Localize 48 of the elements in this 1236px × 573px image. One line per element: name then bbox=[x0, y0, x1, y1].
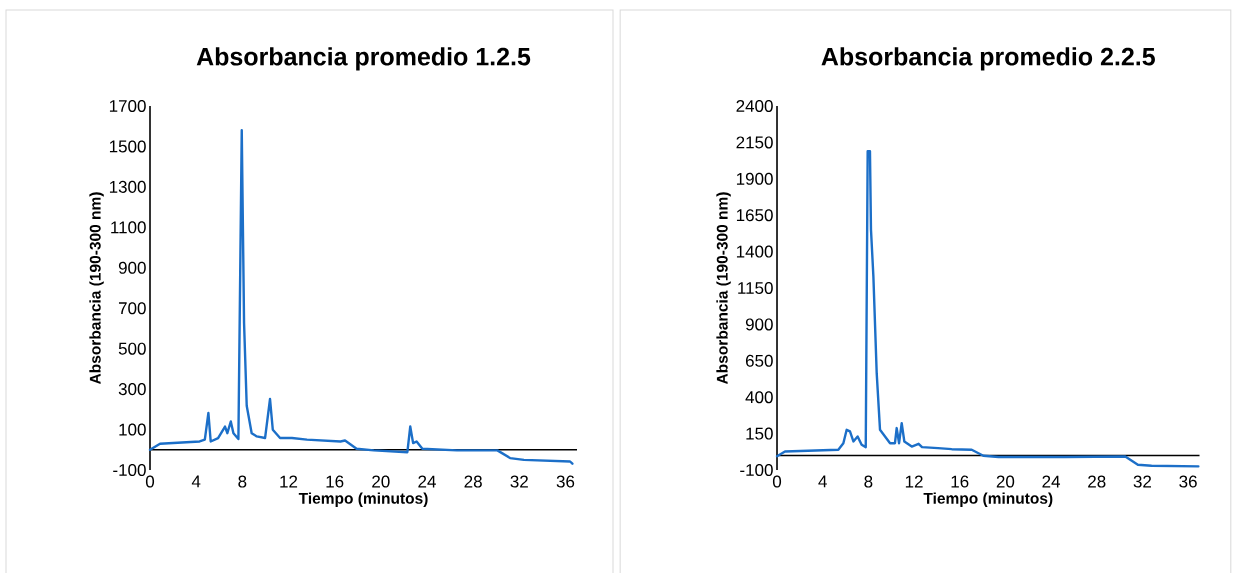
x-tick-label: 16 bbox=[951, 475, 969, 488]
y-tick-label: 650 bbox=[745, 354, 773, 367]
y-tick-label: 1150 bbox=[738, 281, 773, 295]
y-tick-label: 400 bbox=[745, 391, 773, 404]
y-tick-label: 300 bbox=[118, 383, 146, 396]
x-tick-label: 0 bbox=[145, 475, 155, 488]
line-series bbox=[148, 129, 574, 465]
y-tick-label: 700 bbox=[118, 302, 146, 315]
x-tick-label: 32 bbox=[510, 475, 528, 488]
x-axis-title: Tiempo (minutos) bbox=[923, 492, 1053, 507]
x-tick-label: 28 bbox=[1088, 475, 1106, 488]
x-tick-label: 20 bbox=[372, 475, 390, 488]
x-tick-label: 16 bbox=[326, 475, 344, 488]
y-tick-label: 150 bbox=[746, 427, 773, 440]
x-tick-label: 12 bbox=[905, 475, 923, 488]
x-tick-label: 28 bbox=[464, 475, 482, 488]
y-tick-label: 100 bbox=[119, 423, 146, 436]
chart-title: Absorbancia promedio 2.2.5 bbox=[821, 47, 1155, 71]
y-tick-label: 2400 bbox=[736, 99, 773, 113]
y-tick-label: 900 bbox=[118, 261, 146, 274]
x-tick-label: 8 bbox=[238, 475, 247, 488]
x-tick-label: 36 bbox=[1179, 475, 1197, 488]
x-tick-label: 24 bbox=[1042, 475, 1061, 488]
x-tick-label: 32 bbox=[1133, 475, 1152, 488]
y-tick-label: 1650 bbox=[736, 209, 773, 222]
y-tick-label: -100 bbox=[113, 463, 146, 477]
x-tick-label: 20 bbox=[996, 475, 1015, 488]
y-axis-title: Absorbancia (190-300 nm) bbox=[89, 192, 104, 385]
y-tick-label: 1400 bbox=[736, 245, 773, 258]
y-tick-label: -100 bbox=[740, 463, 773, 477]
x-tick-label: 12 bbox=[280, 475, 298, 488]
y-tick-label: 1300 bbox=[109, 180, 146, 193]
y-tick-label: 900 bbox=[745, 318, 773, 331]
x-tick-label: 4 bbox=[818, 475, 827, 488]
y-tick-label: 1900 bbox=[736, 172, 773, 185]
y-tick-label: 1100 bbox=[111, 221, 146, 234]
x-tick-label: 0 bbox=[772, 475, 782, 488]
y-tick-label: 1700 bbox=[109, 99, 146, 113]
x-axis-title: Tiempo (minutos) bbox=[298, 492, 428, 507]
x-tick-label: 36 bbox=[556, 475, 575, 488]
x-tick-label: 4 bbox=[191, 475, 201, 488]
y-tick-label: 1500 bbox=[109, 140, 146, 153]
chart-title: Absorbancia promedio 1.2.5 bbox=[196, 47, 531, 71]
y-tick-label: 2150 bbox=[736, 136, 773, 149]
x-tick-label: 8 bbox=[864, 475, 873, 488]
y-tick-label: 500 bbox=[118, 342, 146, 355]
y-axis-title: Absorbancia (190-300 nm) bbox=[716, 192, 731, 385]
x-tick-label: 24 bbox=[418, 475, 436, 488]
